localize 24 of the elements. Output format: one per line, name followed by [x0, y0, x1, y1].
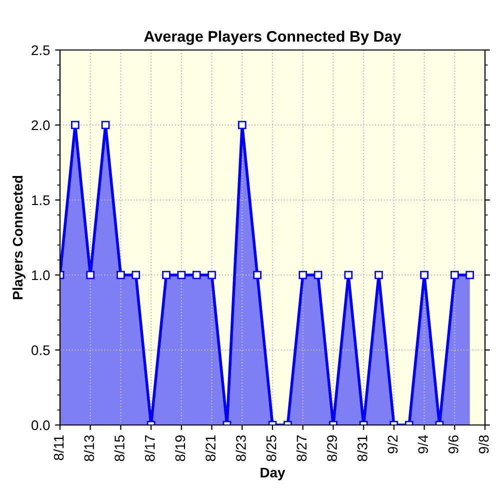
y-axis-title: Players Connected: [12, 176, 26, 300]
x-tick-label: 8/19: [174, 435, 186, 462]
x-tick-label: 8/17: [144, 435, 155, 462]
x-tick-label: 9/2: [387, 435, 398, 454]
x-tick-label: 8/27: [296, 435, 307, 462]
x-axis-title: Day: [260, 468, 286, 480]
x-tick-label: 8/15: [114, 435, 124, 462]
x-tick-label: 8/23: [236, 435, 246, 462]
x-tick-label: 8/25: [266, 435, 276, 462]
x-tick-label: 9/6: [448, 435, 458, 454]
y-tick-label: 1.5: [32, 195, 50, 206]
y-tick-label: 1.0: [32, 270, 50, 280]
y-tick-label: 0.0: [32, 420, 50, 430]
y-tick-label: 0.5: [32, 345, 50, 356]
y-tick-label: 2.0: [32, 120, 50, 130]
x-tick-label: 8/11: [54, 435, 64, 460]
x-tick-label: 8/13: [84, 435, 94, 462]
chart-title: Average Players Connected By Day: [144, 30, 402, 45]
x-tick-label: 9/8: [478, 435, 489, 454]
y-tick-label: 2.5: [32, 45, 50, 56]
x-tick-label: 8/31: [357, 435, 368, 462]
x-tick-label: 8/29: [326, 435, 337, 462]
x-tick-label: 8/21: [205, 435, 216, 462]
x-tick-label: 9/4: [418, 435, 428, 454]
